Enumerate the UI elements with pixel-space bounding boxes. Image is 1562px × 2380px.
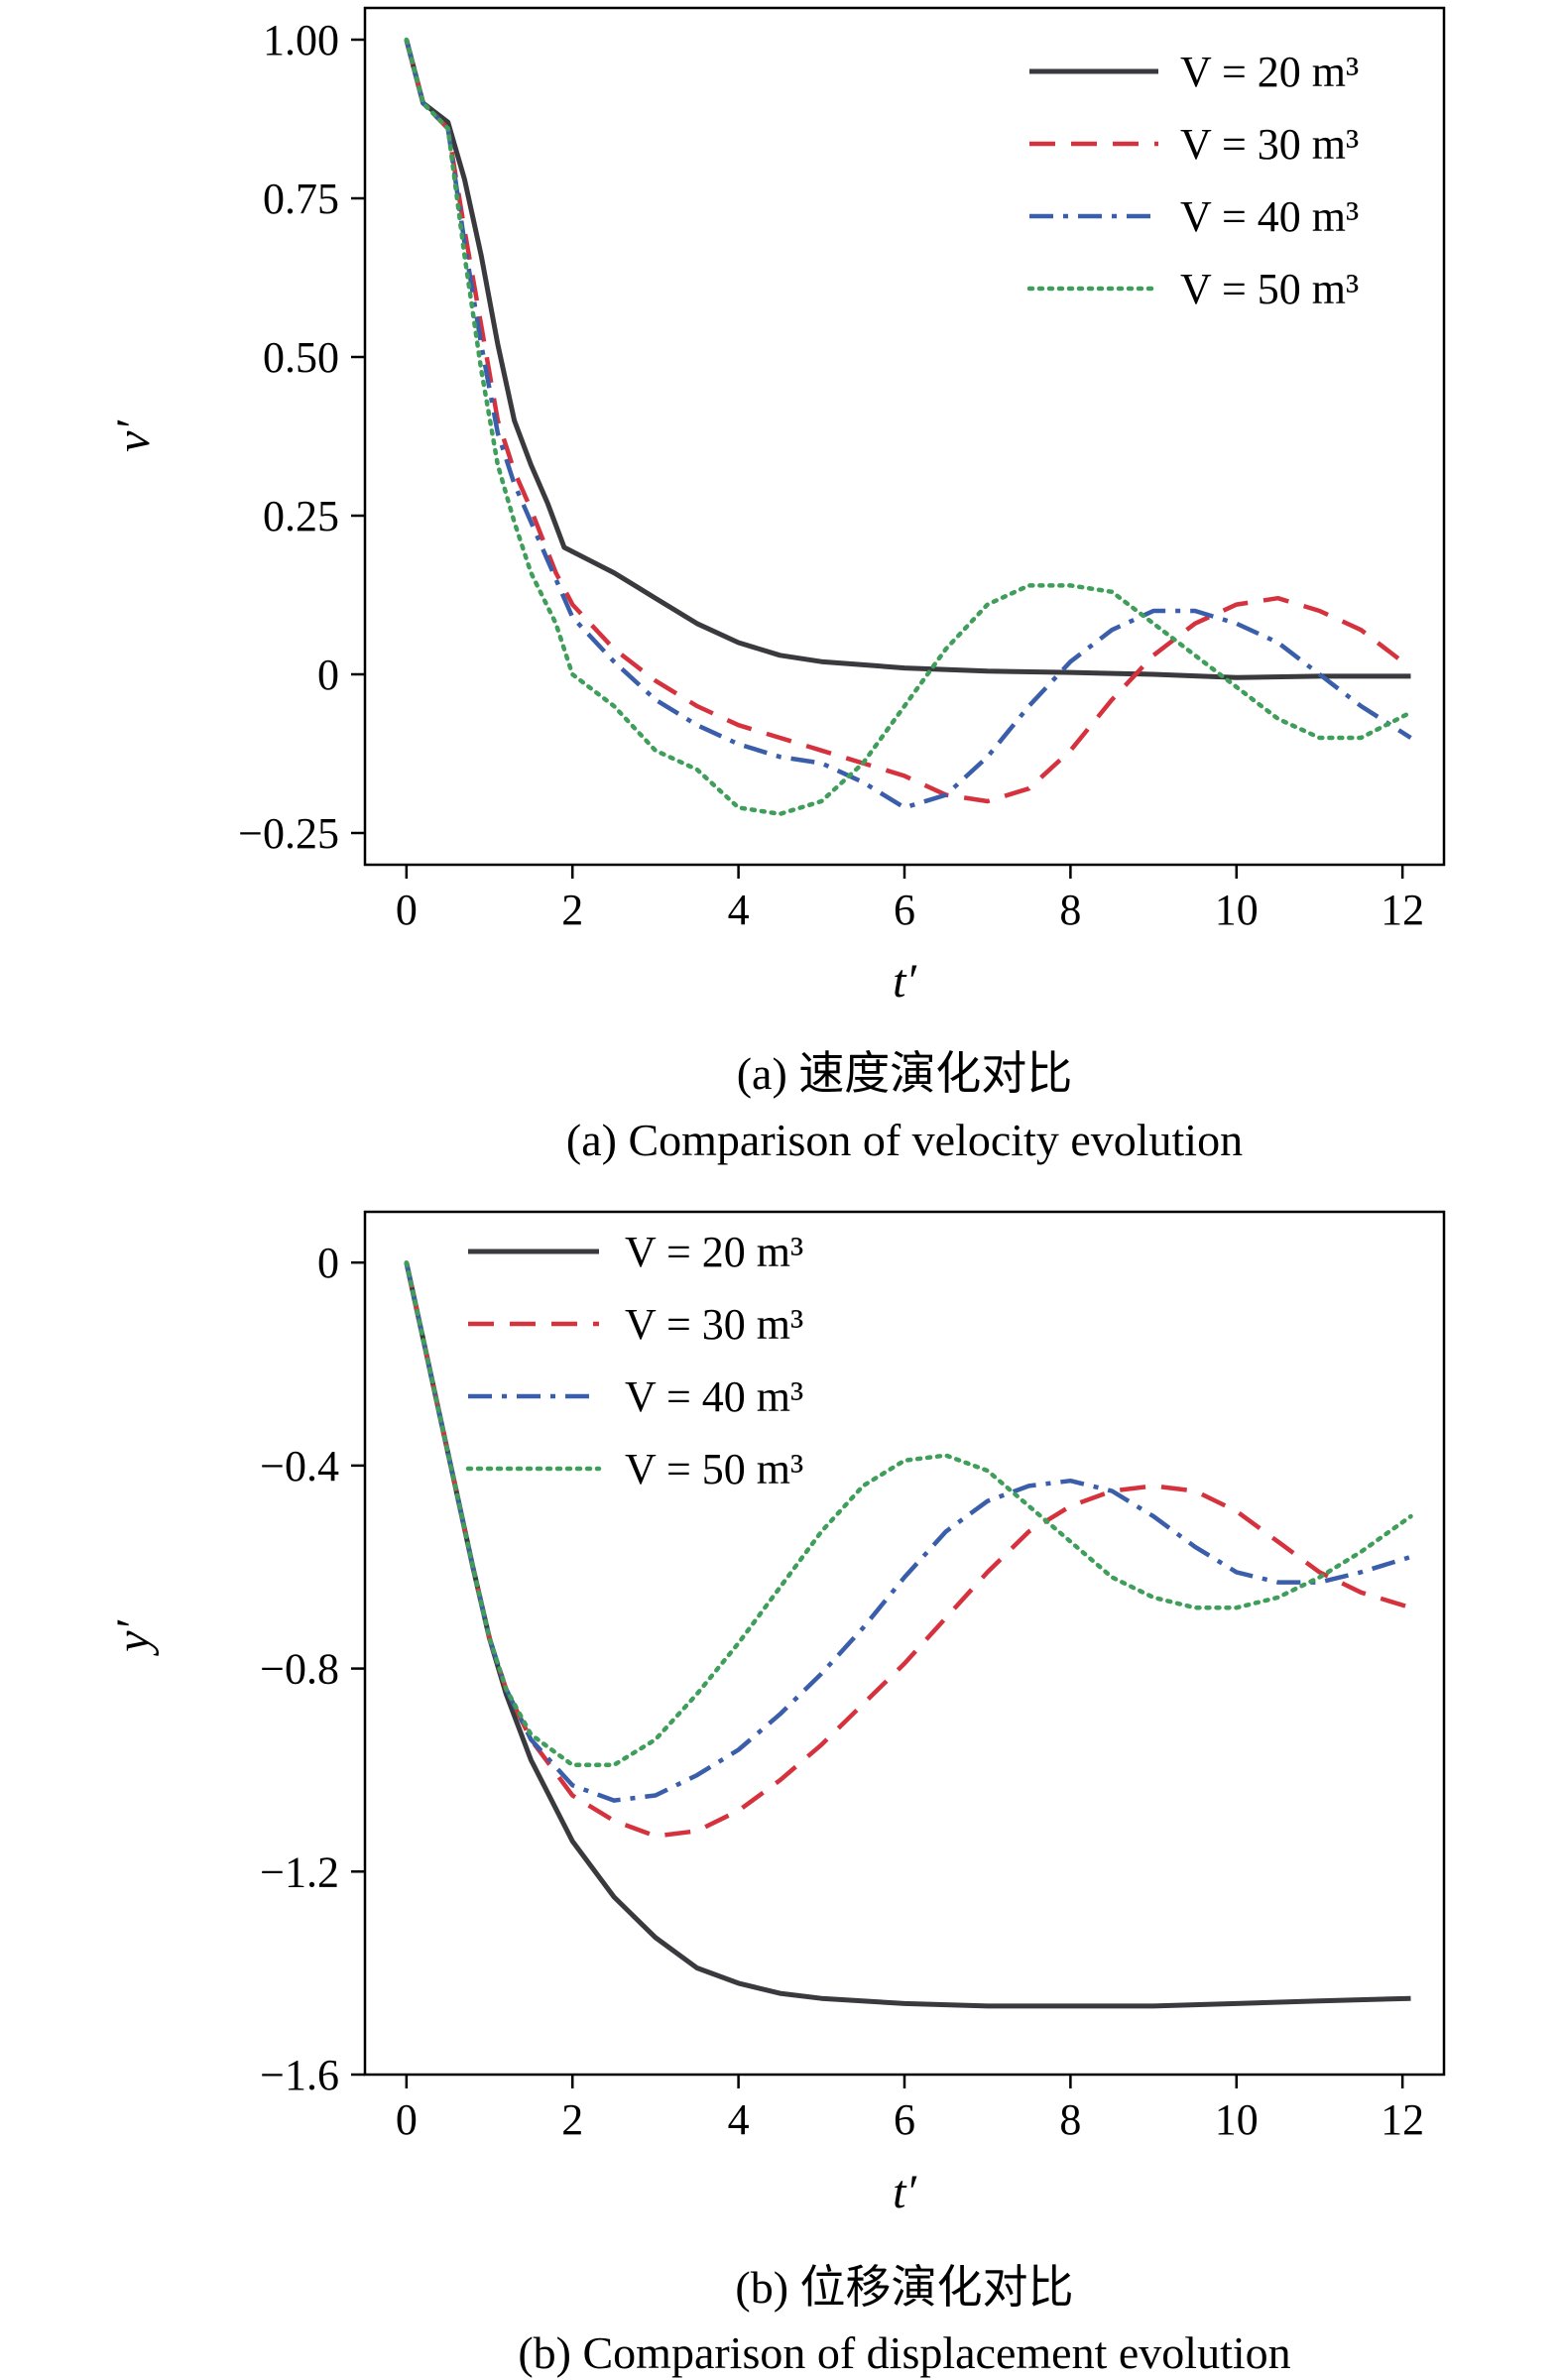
y-axis-label: v′ <box>107 419 160 452</box>
displacement-chart: 0 2 4 6 8 10 12−1.6−1.2−0.8−0.40 V = 20 m³V = … <box>107 1210 1446 2378</box>
legend-label: V = 40 m³ <box>1180 192 1359 241</box>
y-tick-label: 0.75 <box>263 175 339 223</box>
caption-chinese: (b) 位移演化对比 <box>735 2262 1073 2313</box>
series-lines <box>404 37 1413 817</box>
y-tick-label: 1.00 <box>263 16 339 64</box>
series-line-v50 <box>404 37 1413 817</box>
y-tick-label: −0.25 <box>238 809 339 858</box>
axes-ticks: 0 2 4 6 8 10 12 −1.6 −1.2 −0.8 −0.4 0 <box>260 1239 1424 2144</box>
x-tick-label: 6 <box>894 2095 915 2144</box>
x-axis-label: t′ <box>893 955 917 1008</box>
caption-english: (a) Comparison of velocity evolution <box>566 1115 1243 1165</box>
legend-label: V = 30 m³ <box>1180 120 1359 169</box>
caption-chinese: (a) 速度演化对比 <box>737 1048 1073 1099</box>
series-line-v30 <box>404 1261 1412 1839</box>
series-line-v40 <box>404 1261 1412 1803</box>
legend: V = 20 m³ V = 30 m³ V = 40 m³ V = 50 m³ <box>465 1228 803 1493</box>
y-tick-label: −1.6 <box>260 2051 339 2099</box>
series-line-v20 <box>404 1261 1411 2009</box>
legend-label: V = 40 m³ <box>625 1372 803 1421</box>
legend-label: V = 50 m³ <box>1180 265 1359 313</box>
velocity-chart: 0 2 4 6 8 10 12 −0.25 0 0.25 0.50 0.75 1.00 V = 20 m… <box>107 6 1446 1165</box>
x-tick-label: 2 <box>561 886 583 934</box>
y-tick-label: −0.4 <box>260 1442 339 1490</box>
x-tick-label: 12 <box>1381 2095 1424 2144</box>
x-tick-label: 4 <box>728 886 750 934</box>
y-tick-label: −1.2 <box>260 1847 339 1896</box>
x-tick-label: 0 <box>396 886 418 934</box>
y-axis-label: y′ <box>107 1619 160 1657</box>
x-tick-label: 2 <box>561 2095 583 2144</box>
series-line-v40 <box>404 39 1412 810</box>
x-tick-label: 8 <box>1059 886 1081 934</box>
legend-label: V = 30 m³ <box>625 1300 803 1349</box>
x-tick-label: 6 <box>894 886 915 934</box>
y-tick-label: 0.50 <box>263 333 339 382</box>
x-tick-label: 0 <box>396 2095 418 2144</box>
x-tick-label: 10 <box>1215 886 1259 934</box>
series-line-v50 <box>404 1259 1413 1768</box>
caption-english: (b) Comparison of displacement evolution <box>518 2327 1290 2378</box>
series-lines <box>404 1259 1413 2009</box>
x-tick-label: 12 <box>1381 886 1424 934</box>
legend-label: V = 50 m³ <box>625 1445 803 1493</box>
legend: V = 20 m³ V = 30 m³ V = 40 m³ V = 50 m³ <box>1026 48 1359 313</box>
axes-ticks: 0 2 4 6 8 10 12 −0.25 0 0.25 0.50 0.75 1.00 <box>238 16 1424 934</box>
x-tick-label: 10 <box>1215 2095 1259 2144</box>
plot-frame <box>363 1210 1446 2077</box>
legend-label: V = 20 m³ <box>625 1228 803 1276</box>
series-line-v30 <box>404 39 1412 804</box>
x-tick-label: 8 <box>1059 2095 1081 2144</box>
legend-label: V = 20 m³ <box>1180 48 1359 96</box>
y-tick-label: 0 <box>317 651 339 699</box>
y-tick-label: 0 <box>317 1239 339 1287</box>
y-tick-label: −0.8 <box>260 1645 339 1694</box>
x-tick-label: 4 <box>728 2095 750 2144</box>
y-tick-label: 0.25 <box>263 492 339 540</box>
x-axis-label: t′ <box>893 2166 917 2218</box>
series-line-v20 <box>404 39 1411 680</box>
